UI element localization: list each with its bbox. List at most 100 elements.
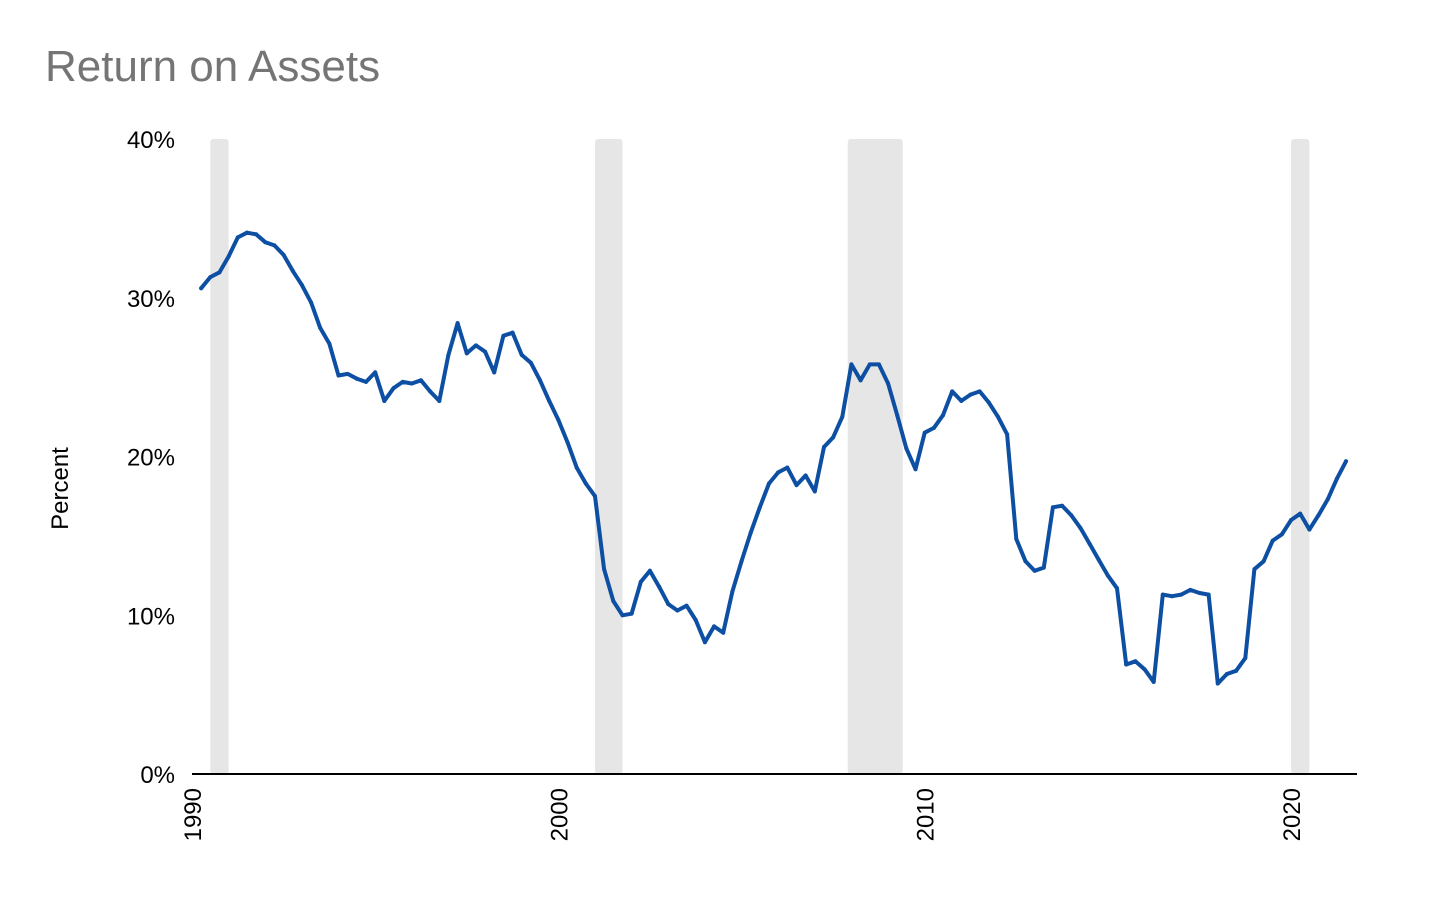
data-point [684,603,689,608]
data-point [254,232,259,237]
data-point [977,389,982,394]
data-point [1188,587,1193,592]
data-point [785,465,790,470]
data-point [602,567,607,572]
data-point [1169,594,1174,599]
data-point [776,470,781,475]
data-point [840,414,845,419]
data-point [886,381,891,386]
x-axis-ticks: 1990 2000 2010 2020 [180,788,1306,841]
data-point [455,321,460,326]
data-point [675,608,680,613]
recession-band-2 [594,139,623,774]
data-point [968,392,973,397]
data-point [556,417,561,422]
x-tick-label: 1990 [180,788,207,841]
data-point [757,505,762,510]
y-axis-ticks: 0% 10% 20% 30% 40% [127,127,175,789]
data-point [959,398,964,403]
data-point [1316,513,1321,518]
data-point [657,584,662,589]
data-point [1060,503,1065,508]
data-point [666,602,671,607]
data-point [1215,681,1220,686]
data-point [950,389,955,394]
y-axis-title: Percent [47,447,74,530]
data-point [904,446,909,451]
data-point [592,494,597,499]
y-tick-label: 40% [127,127,175,154]
data-point [812,489,817,494]
data-point [1179,592,1184,597]
data-point [748,530,753,535]
data-point [620,613,625,618]
recession-band-4 [1291,139,1310,774]
data-point [1087,541,1092,546]
data-point [895,413,900,418]
data-point [318,325,323,330]
data-point [1078,525,1083,530]
data-point [1243,656,1248,661]
data-point [382,398,387,403]
data-point [336,373,341,378]
data-point [1279,532,1284,537]
series-layer [199,230,1349,686]
recession-band-1 [210,139,229,774]
data-point [510,330,515,335]
data-point [702,640,707,645]
y-tick-label: 30% [127,286,175,313]
data-point [1307,527,1312,532]
data-point [373,370,378,375]
data-point [519,352,524,357]
data-point [1023,559,1028,564]
data-point [1069,513,1074,518]
data-point [739,559,744,564]
data-point [922,430,927,435]
data-point [409,381,414,386]
recession-shading [210,139,1310,774]
data-point [638,579,643,584]
data-point [849,362,854,367]
data-point [1115,586,1120,591]
data-point [1105,573,1110,578]
data-point [244,230,249,235]
data-point [492,370,497,375]
data-point [1014,537,1019,542]
data-point [437,398,442,403]
data-point [1224,671,1229,676]
data-point [1041,565,1046,570]
data-point [583,481,588,486]
y-tick-label: 20% [127,445,175,472]
data-point [941,413,946,418]
data-point [1133,659,1138,664]
data-point [1124,662,1129,667]
data-point [821,444,826,449]
data-point [931,425,936,430]
data-point [876,362,881,367]
data-point [794,483,799,488]
data-point [309,300,314,305]
data-point [547,398,552,403]
data-point [1234,668,1239,673]
data-point [986,400,991,405]
data-point [1334,476,1339,481]
data-point [913,467,918,472]
x-tick-label: 2010 [913,788,940,841]
data-point [418,378,423,383]
series-line-1 [199,230,1348,686]
data-point [217,270,222,275]
data-point [629,611,634,616]
data-point [1270,538,1275,543]
data-point [730,589,735,594]
data-point [803,473,808,478]
data-point [1197,591,1202,596]
data-point [611,598,616,603]
data-point [1096,557,1101,562]
data-point [574,465,579,470]
data-point [272,243,277,248]
data-point [235,235,240,240]
data-point [858,378,863,383]
data-point [391,386,396,391]
data-point [1160,592,1165,597]
